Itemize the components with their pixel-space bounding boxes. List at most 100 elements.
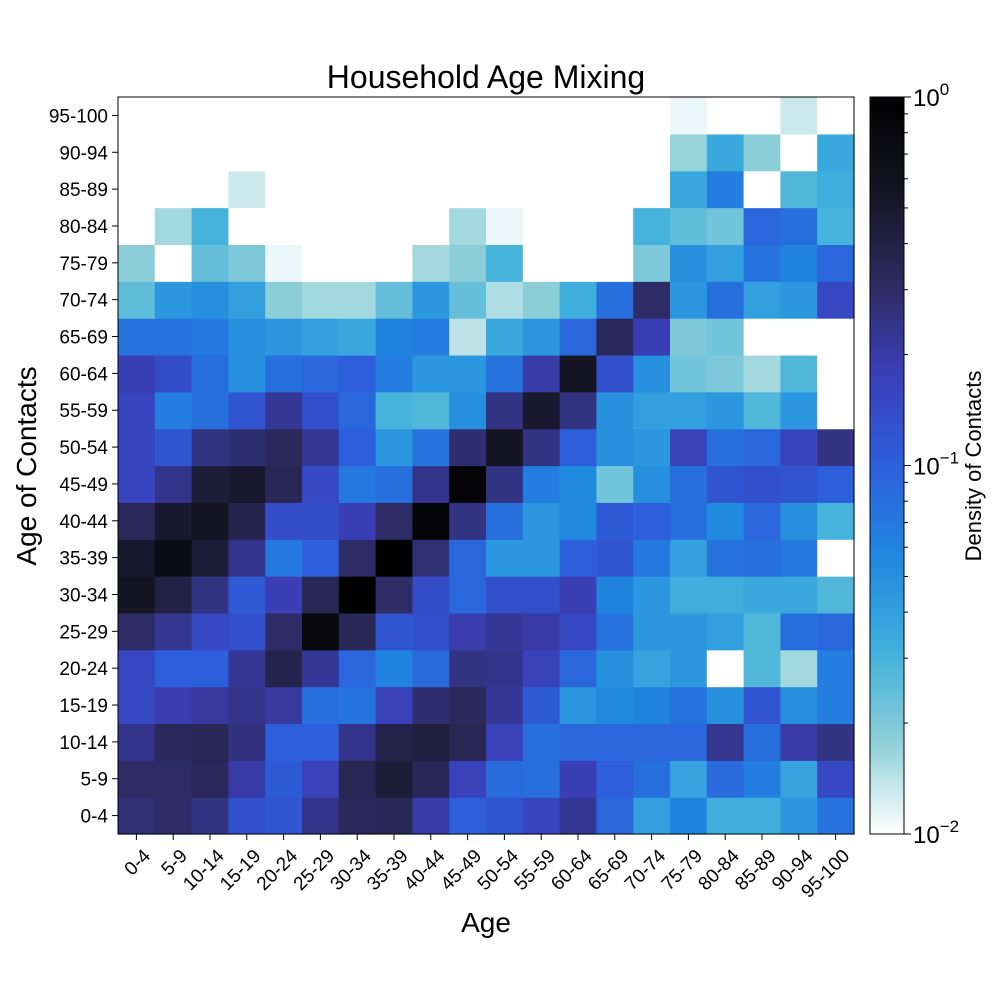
heatmap-cell xyxy=(596,354,634,393)
heatmap-cell xyxy=(743,354,781,393)
heatmap-cell xyxy=(265,207,303,245)
heatmap-cell xyxy=(522,760,561,798)
heatmap-cell xyxy=(706,428,745,467)
heatmap-cell xyxy=(265,391,303,430)
y-tick-label: 95-100 xyxy=(49,106,108,127)
heatmap-cell xyxy=(780,760,818,798)
heatmap-cell xyxy=(228,428,266,467)
heatmap-cell xyxy=(522,649,561,688)
heatmap-cell xyxy=(449,207,487,245)
heatmap-cell xyxy=(228,686,266,725)
heatmap-cell xyxy=(265,723,303,761)
heatmap-cell xyxy=(780,207,818,245)
heatmap-cell xyxy=(670,170,708,209)
heatmap-cell xyxy=(265,318,303,356)
heatmap-cell xyxy=(596,723,634,761)
heatmap-cell xyxy=(412,428,450,467)
y-tick-label: 25-29 xyxy=(59,622,108,643)
heatmap-cell xyxy=(228,539,266,577)
heatmap-cell xyxy=(743,170,781,209)
heatmap-cell xyxy=(449,612,487,651)
heatmap-cell xyxy=(228,207,266,245)
heatmap-cell xyxy=(817,465,855,503)
heatmap-cell xyxy=(633,207,671,245)
heatmap-cell xyxy=(633,760,671,798)
heatmap-cell xyxy=(118,428,156,467)
heatmap-cell xyxy=(338,797,377,835)
heatmap-cell xyxy=(670,133,708,172)
heatmap-cell xyxy=(191,244,229,282)
heatmap-cell xyxy=(670,244,708,282)
heatmap-cell xyxy=(449,465,487,503)
heatmap-cell xyxy=(706,686,745,725)
heatmap-cell xyxy=(559,465,597,503)
heatmap-cell xyxy=(559,760,597,798)
x-tick-label: 45-49 xyxy=(437,846,486,895)
heatmap-cell xyxy=(817,723,855,761)
heatmap-cell xyxy=(228,465,266,503)
x-tick-label: 15-19 xyxy=(216,846,265,895)
heatmap-cell xyxy=(522,97,561,135)
y-tick-label: 30-34 xyxy=(59,585,108,606)
heatmap-cell xyxy=(412,207,450,245)
heatmap-cell xyxy=(743,612,781,651)
heatmap-cell xyxy=(780,612,818,651)
heatmap-cell xyxy=(633,723,671,761)
heatmap-cell xyxy=(596,502,634,540)
heatmap-cell xyxy=(118,502,156,540)
heatmap-cell xyxy=(302,760,340,798)
y-axis-ticks: 0-4 5-9 10-14 15-19 20-24 25-29 30-34 35-39 40-4… xyxy=(49,106,118,828)
heatmap-cell xyxy=(154,723,193,761)
heatmap-cell xyxy=(706,354,745,393)
heatmap-cell xyxy=(780,686,818,725)
heatmap-cell xyxy=(302,170,340,209)
heatmap-cell xyxy=(633,354,671,393)
heatmap-cell xyxy=(412,760,450,798)
heatmap-cell xyxy=(596,686,634,725)
heatmap-cell xyxy=(228,354,266,393)
heatmap-cell xyxy=(817,244,855,282)
heatmap-cell xyxy=(338,760,377,798)
heatmap-cell xyxy=(559,354,597,393)
heatmap-cell xyxy=(486,428,524,467)
heatmap-cell xyxy=(154,133,193,172)
heatmap-cell xyxy=(191,686,229,725)
heatmap-cell xyxy=(191,612,229,651)
heatmap-cell xyxy=(375,281,413,319)
heatmap-cell xyxy=(412,576,450,614)
x-tick-label: 50-54 xyxy=(474,845,524,895)
heatmap-cell xyxy=(412,391,450,430)
heatmap-cell xyxy=(559,170,597,209)
heatmap-cell xyxy=(191,539,229,577)
heatmap-cell xyxy=(302,649,340,688)
heatmap-cell xyxy=(817,612,855,651)
heatmap-cell xyxy=(706,97,745,135)
heatmap-cell xyxy=(375,649,413,688)
heatmap-cell xyxy=(670,797,708,835)
heatmap-cell xyxy=(596,539,634,577)
heatmap-cell xyxy=(817,686,855,725)
heatmap-cell xyxy=(154,686,193,725)
heatmap-cell xyxy=(522,539,561,577)
heatmap-cell xyxy=(228,170,266,209)
heatmap-cell xyxy=(154,502,193,540)
heatmap-cell xyxy=(670,97,708,135)
heatmap-cell xyxy=(706,612,745,651)
heatmap-cell xyxy=(302,354,340,393)
heatmap-cell xyxy=(228,723,266,761)
heatmap-cell xyxy=(375,502,413,540)
heatmap-cell xyxy=(191,723,229,761)
heatmap-cell xyxy=(265,354,303,393)
heatmap-cell xyxy=(817,502,855,540)
heatmap-cell xyxy=(817,391,855,430)
heatmap-cell xyxy=(670,281,708,319)
heatmap-cell xyxy=(486,97,524,135)
heatmap-cell xyxy=(817,133,855,172)
heatmap-cell xyxy=(486,207,524,245)
heatmap-cell xyxy=(375,723,413,761)
heatmap-cell xyxy=(743,723,781,761)
heatmap-cell xyxy=(706,170,745,209)
heatmap-cell xyxy=(633,539,671,577)
heatmap-cell xyxy=(375,97,413,135)
heatmap-cell xyxy=(486,760,524,798)
